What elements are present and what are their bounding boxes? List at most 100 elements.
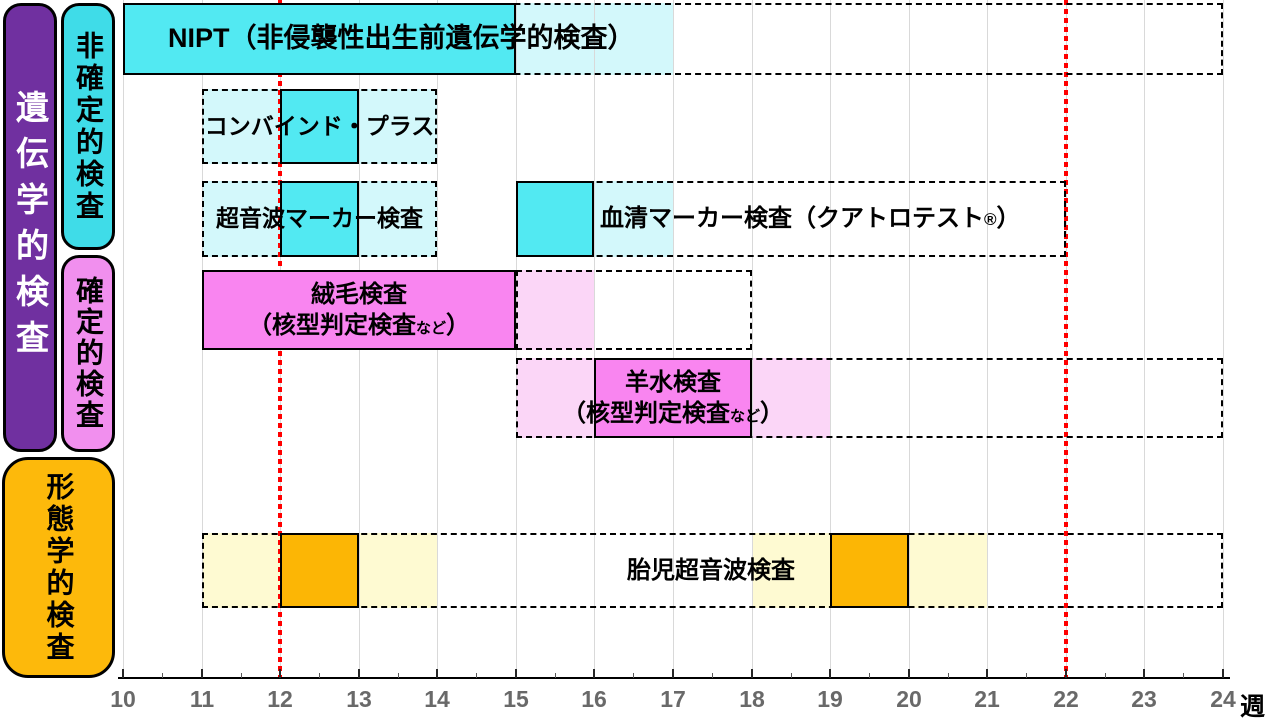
axis-tick	[1143, 669, 1145, 678]
axis-minor-tick	[162, 673, 163, 678]
gridline-week	[1144, 0, 1145, 678]
axis-label-week11: 11	[189, 686, 215, 712]
axis-label-week12: 12	[267, 686, 293, 712]
amnio-label: 羊水検査 （核型判定検査など）	[493, 358, 853, 438]
axis-minor-tick	[241, 673, 242, 678]
axis-label-week16: 16	[581, 686, 607, 712]
axis-label-week17: 17	[660, 686, 686, 712]
nipt-solid-bar	[123, 3, 516, 75]
amnio-title: 羊水検査	[625, 368, 721, 396]
axis-tick	[986, 669, 988, 678]
amnio-dashed-range	[516, 358, 1223, 438]
axis-label-week19: 19	[817, 686, 843, 712]
axis-tick	[829, 669, 831, 678]
axis-minor-tick	[319, 673, 320, 678]
x-axis-line	[118, 677, 1230, 679]
cvs-label: 絨毛検査 （核型判定検査など）	[202, 270, 516, 350]
axis-label-week13: 13	[346, 686, 372, 712]
axis-unit-label: 週	[1240, 693, 1266, 720]
axis-tick	[436, 669, 438, 678]
gridline-week	[830, 0, 831, 678]
fetal-ultrasound-light-segment	[359, 533, 437, 608]
axis-minor-tick	[1183, 673, 1184, 678]
axis-tick	[279, 669, 281, 678]
axis-minor-tick	[1026, 673, 1027, 678]
axis-tick	[672, 669, 674, 678]
ultrasound-marker-label: 超音波マーカー検査	[216, 205, 423, 232]
axis-minor-tick	[555, 673, 556, 678]
sidebar-morphological-testing: 形態学的検査	[2, 457, 115, 678]
axis-label-week15: 15	[503, 686, 529, 712]
ultrasound-marker-light-segment	[202, 181, 280, 257]
axis-label-week18: 18	[739, 686, 765, 712]
axis-label-week23: 23	[1131, 686, 1157, 712]
fetal-ultrasound-solid-bar	[830, 533, 909, 608]
axis-tick	[751, 669, 753, 678]
amnio-solid-bar	[594, 358, 752, 438]
gridline-week	[594, 0, 595, 678]
sidebar-genetic-testing-label: 遺伝学的検査	[11, 89, 49, 366]
nipt-label: NIPT（非侵襲性出生前遺伝学的検査）	[168, 23, 635, 54]
fetal-ultrasound-solid-bar	[280, 533, 359, 608]
axis-label-week20: 20	[896, 686, 922, 712]
gridline-week	[123, 0, 124, 678]
combined-light-segment	[202, 89, 280, 164]
axis-minor-tick	[791, 673, 792, 678]
axis-label-week10: 10	[110, 686, 136, 712]
axis-minor-tick	[633, 673, 634, 678]
sidebar-definitive-testing-label: 確定的検査	[73, 276, 104, 431]
serum-marker-light-segment	[594, 181, 673, 257]
registered-mark: ®	[984, 209, 997, 229]
fetal-ultrasound-light-segment	[909, 533, 987, 608]
axis-tick	[122, 669, 124, 678]
gridline-week	[1223, 0, 1224, 678]
serum-marker-solid-bar	[516, 181, 594, 257]
cvs-title: 絨毛検査	[311, 280, 407, 308]
serum-marker-label: 血清マーカー検査（クアトロテスト ®）	[600, 181, 1021, 257]
axis-minor-tick	[948, 673, 949, 678]
fetal-ultrasound-label: 胎児超音波検査	[627, 556, 795, 584]
cvs-subtitle: （核型判定検査など）	[247, 312, 470, 339]
serum-marker-label-text: 血清マーカー検査（クアトロテスト	[600, 205, 984, 233]
serum-marker-label-close: ）	[996, 205, 1021, 233]
sidebar-non-definitive-testing: 非確定的検査	[61, 3, 115, 250]
sidebar-genetic-testing: 遺伝学的検査	[3, 3, 57, 452]
gridline-week	[987, 0, 988, 678]
axis-tick	[201, 669, 203, 678]
axis-minor-tick	[712, 673, 713, 678]
axis-tick	[1222, 669, 1224, 678]
combined-label: コンバインド・プラス	[204, 112, 435, 139]
amnio-light-segment	[752, 358, 830, 438]
cvs-etc-note: など	[415, 320, 446, 337]
axis-label-week24: 24	[1210, 686, 1236, 712]
combined-light-segment	[359, 89, 437, 164]
axis-minor-tick	[476, 673, 477, 678]
ultrasound-marker-solid-bar	[280, 181, 359, 257]
axis-tick	[515, 669, 517, 678]
gridline-week	[673, 0, 674, 678]
fetal-ultrasound-light-segment	[202, 533, 280, 608]
axis-label-week22: 22	[1053, 686, 1079, 712]
axis-label-week21: 21	[974, 686, 1000, 712]
gridline-week	[909, 0, 910, 678]
amnio-subtitle: （核型判定検査など）	[561, 400, 784, 427]
ultrasound-marker-light-segment	[359, 181, 437, 257]
cvs-dashed-range	[516, 270, 752, 350]
reference-line-week22	[1064, 0, 1068, 678]
axis-minor-tick	[869, 673, 870, 678]
fetal-ultrasound-dashed-range	[202, 533, 1223, 608]
gridline-week	[752, 0, 753, 678]
cvs-solid-bar	[202, 270, 516, 350]
amnio-etc-note: など	[729, 408, 760, 425]
axis-tick	[593, 669, 595, 678]
axis-tick	[908, 669, 910, 678]
sidebar-morphological-testing-label: 形態学的検査	[43, 471, 75, 664]
axis-tick	[358, 669, 360, 678]
amnio-light-segment	[516, 358, 594, 438]
sidebar-definitive-testing: 確定的検査	[61, 255, 115, 452]
axis-label-week14: 14	[424, 686, 450, 712]
axis-minor-tick	[1105, 673, 1106, 678]
combined-solid-bar	[280, 89, 359, 164]
fetal-ultrasound-light-segment	[752, 533, 830, 608]
